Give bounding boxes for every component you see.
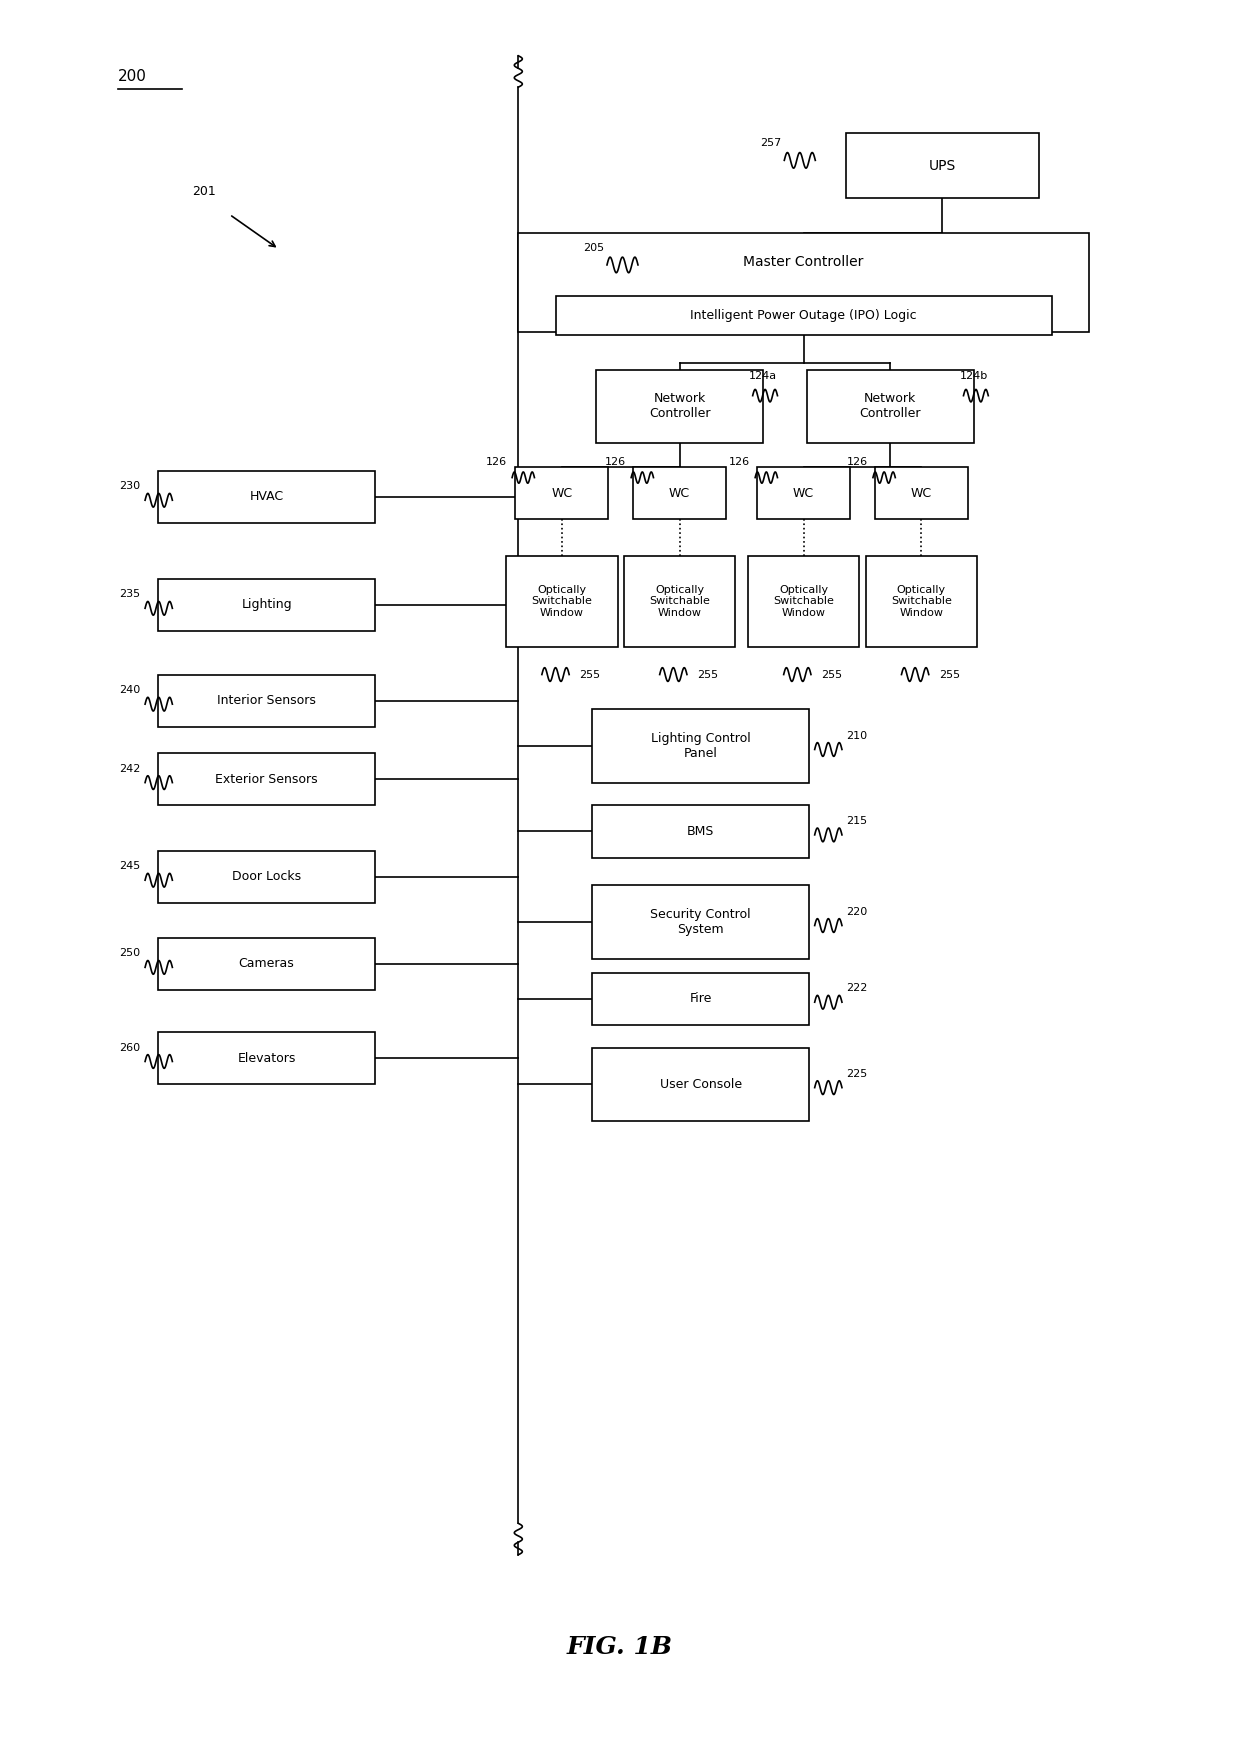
Text: WC: WC: [551, 486, 573, 500]
Text: 205: 205: [583, 242, 604, 253]
Text: BMS: BMS: [687, 824, 714, 838]
Text: 124a: 124a: [749, 371, 777, 382]
Bar: [866, 556, 977, 647]
Bar: [159, 938, 374, 990]
Text: Cameras: Cameras: [239, 957, 294, 971]
Bar: [624, 556, 735, 647]
Bar: [591, 709, 808, 783]
Bar: [159, 675, 374, 727]
Bar: [875, 467, 967, 519]
Text: Optically
Switchable
Window: Optically Switchable Window: [531, 584, 593, 619]
Text: WC: WC: [668, 486, 691, 500]
Text: Network
Controller: Network Controller: [649, 392, 711, 420]
Bar: [806, 370, 975, 443]
Bar: [756, 467, 851, 519]
Text: User Console: User Console: [660, 1077, 742, 1091]
Text: Elevators: Elevators: [237, 1051, 296, 1065]
Text: Door Locks: Door Locks: [232, 870, 301, 884]
Text: UPS: UPS: [929, 159, 956, 173]
Text: 260: 260: [119, 1042, 140, 1053]
Bar: [159, 471, 374, 523]
Bar: [596, 370, 764, 443]
Text: 201: 201: [192, 185, 216, 199]
Text: 230: 230: [119, 481, 140, 492]
Bar: [159, 851, 374, 903]
Bar: [634, 467, 727, 519]
Text: Fire: Fire: [689, 992, 712, 1006]
Text: HVAC: HVAC: [249, 490, 284, 504]
Text: 126: 126: [486, 457, 507, 467]
Bar: [591, 805, 808, 858]
Text: 245: 245: [119, 861, 140, 872]
Bar: [506, 556, 618, 647]
Bar: [518, 234, 1089, 333]
Text: 210: 210: [846, 730, 867, 741]
Text: Network
Controller: Network Controller: [859, 392, 921, 420]
Text: Intelligent Power Outage (IPO) Logic: Intelligent Power Outage (IPO) Logic: [691, 309, 916, 322]
Text: Interior Sensors: Interior Sensors: [217, 694, 316, 708]
Bar: [591, 1048, 808, 1121]
Text: 222: 222: [846, 983, 867, 994]
Text: 255: 255: [579, 669, 600, 680]
Text: 126: 126: [847, 457, 868, 467]
Text: Security Control
System: Security Control System: [650, 908, 751, 936]
Text: 255: 255: [697, 669, 718, 680]
Text: WC: WC: [910, 486, 932, 500]
Text: 235: 235: [119, 589, 140, 600]
Text: Master Controller: Master Controller: [743, 256, 864, 270]
Bar: [516, 467, 609, 519]
Bar: [748, 556, 859, 647]
Text: FIG. 1B: FIG. 1B: [567, 1635, 673, 1659]
Text: Exterior Sensors: Exterior Sensors: [216, 772, 317, 786]
Text: 242: 242: [119, 763, 140, 774]
Text: 255: 255: [821, 669, 842, 680]
Text: 220: 220: [846, 906, 867, 917]
Text: Optically
Switchable
Window: Optically Switchable Window: [773, 584, 835, 619]
Text: 257: 257: [760, 138, 781, 148]
Text: 250: 250: [119, 948, 140, 959]
Bar: [556, 296, 1052, 335]
Text: 126: 126: [729, 457, 750, 467]
Text: 255: 255: [939, 669, 960, 680]
Text: 225: 225: [846, 1068, 867, 1079]
Bar: [159, 753, 374, 805]
Bar: [159, 579, 374, 631]
Text: 215: 215: [846, 816, 867, 826]
Text: Lighting Control
Panel: Lighting Control Panel: [651, 732, 750, 760]
Bar: [591, 973, 808, 1025]
Text: 200: 200: [118, 68, 146, 84]
Text: WC: WC: [792, 486, 815, 500]
Text: Lighting: Lighting: [242, 598, 291, 612]
Text: 126: 126: [605, 457, 626, 467]
Text: Optically
Switchable
Window: Optically Switchable Window: [890, 584, 952, 619]
Bar: [846, 134, 1039, 197]
Bar: [591, 885, 808, 959]
Bar: [159, 1032, 374, 1084]
Text: 240: 240: [119, 685, 140, 695]
Text: 124b: 124b: [960, 371, 988, 382]
Text: Optically
Switchable
Window: Optically Switchable Window: [649, 584, 711, 619]
